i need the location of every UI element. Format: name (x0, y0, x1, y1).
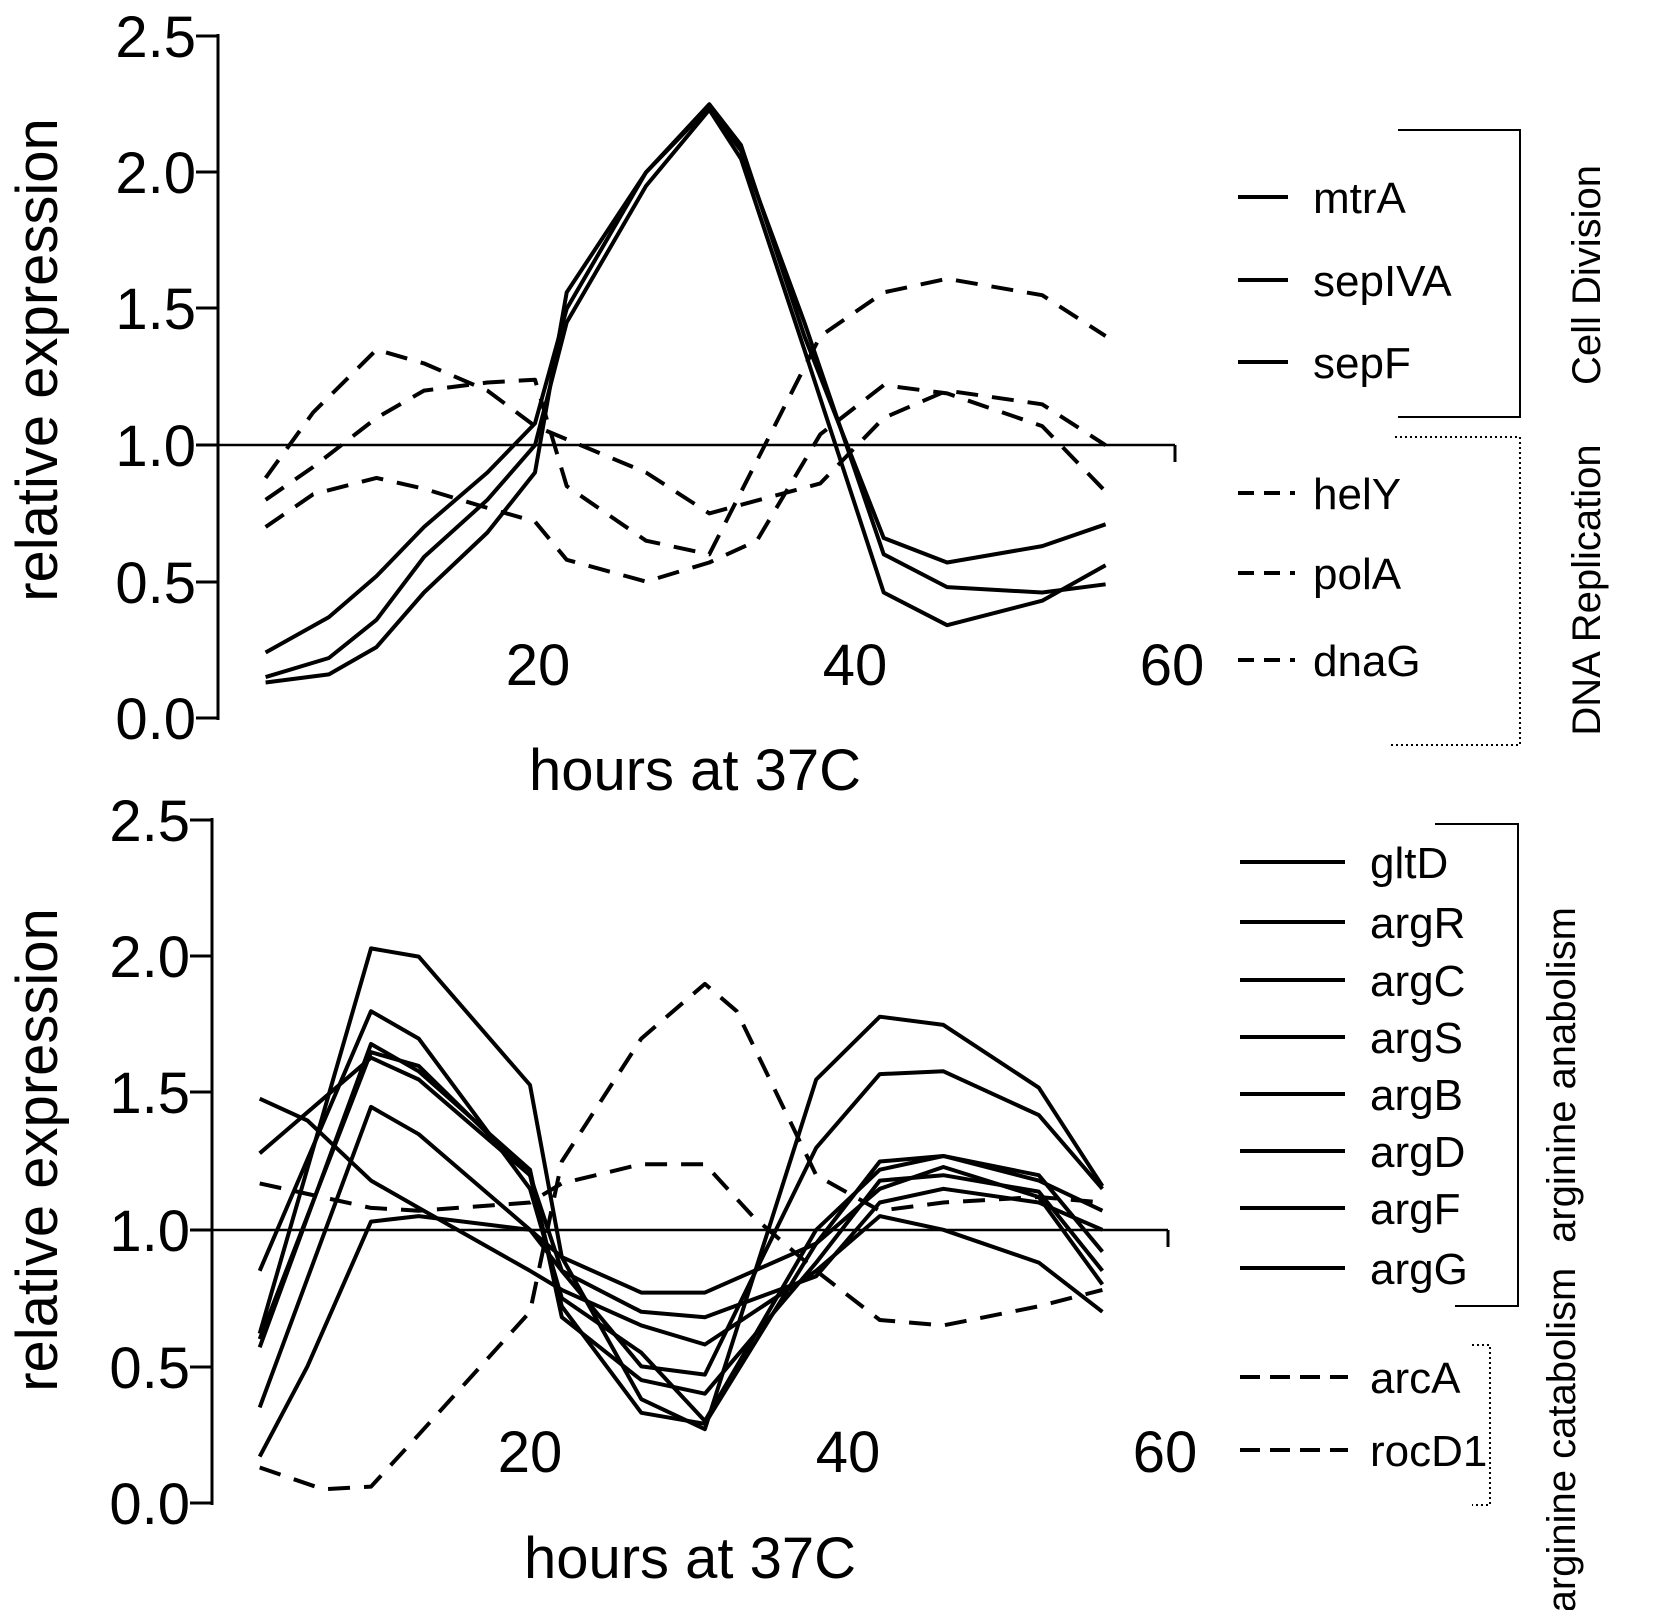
x-tick-label: 20 (498, 1420, 563, 1485)
x-axis-title: hours at 37C (524, 1526, 856, 1591)
legend-label-mtrA: mtrA (1313, 174, 1407, 223)
series-line-argR (257, 946, 1105, 1432)
group-label-cell-division: Cell Division (1565, 165, 1609, 385)
legend-label-argB: argB (1370, 1071, 1463, 1120)
x-tick-label: 20 (506, 633, 571, 698)
legend-label-gltD: gltD (1370, 839, 1448, 888)
group-bracket-dna-replication (1390, 436, 1521, 746)
legend-label-rocD1: rocD1 (1370, 1427, 1487, 1476)
legend-label-argR: argR (1370, 899, 1465, 948)
legend-label-argF: argF (1370, 1185, 1460, 1234)
group-bracket-arginine-anabolism (1435, 823, 1519, 1307)
legend-label-helY: helY (1313, 470, 1401, 519)
series-line-argD (257, 1104, 1104, 1409)
group-label-dna-replication: DNA Replication (1565, 444, 1609, 735)
series-line-polA (264, 276, 1107, 557)
legend-label-polA: polA (1313, 550, 1402, 599)
y-tick-label: 1.5 (115, 277, 196, 342)
series-line-argS (257, 1042, 1104, 1396)
series-line-argB (258, 1055, 1104, 1377)
series-line-mtrA (264, 102, 1107, 655)
series-line-argF (257, 1186, 1104, 1458)
y-tick-label: 1.5 (109, 1061, 190, 1126)
group-bracket-cell-division (1398, 129, 1521, 418)
y-tick-label: 1.0 (115, 414, 196, 479)
series-line-arcA (259, 1162, 1103, 1328)
series-group (257, 946, 1105, 1492)
top-panel: 2.5 2.0 1.5 1.0 0.5 0.0 20 40 60 hours a… (5, 5, 1609, 803)
legend-label-dnaG: dnaG (1313, 637, 1421, 686)
y-tick-label: 0.0 (109, 1472, 190, 1537)
series-line-argC (257, 1050, 1105, 1426)
series-line-gltD (257, 1009, 1104, 1423)
y-axis-title: relative expression (5, 908, 70, 1392)
series-line-dnaG (264, 383, 1108, 584)
x-tick-label: 40 (816, 1420, 881, 1485)
series-line-rocD1 (259, 981, 1103, 1492)
legend-label-argG: argG (1370, 1245, 1468, 1294)
y-tick-label: 2.0 (109, 925, 190, 990)
series-line-helY (263, 347, 1107, 516)
series-line-sepF (265, 104, 1106, 685)
x-tick-label: 60 (1133, 1420, 1198, 1485)
legend-label-argS: argS (1370, 1014, 1463, 1063)
x-axis-title: hours at 37C (529, 738, 861, 803)
bottom-panel: 2.5 2.0 1.5 1.0 0.5 0.0 20 40 60 hours a… (5, 789, 1584, 1610)
y-tick-label: 2.5 (115, 5, 196, 70)
legend-label-argC: argC (1370, 957, 1465, 1006)
group-label-arginine-catabolism: arginine catabolism (1540, 1268, 1584, 1610)
x-tick-label: 60 (1140, 633, 1205, 698)
y-tick-label: 0.5 (109, 1336, 190, 1401)
group-bracket-arginine-catabolism (1472, 1344, 1491, 1506)
legend-label-sepF: sepF (1313, 339, 1411, 388)
y-axis-title: relative expression (5, 118, 70, 602)
y-tick-label: 1.0 (109, 1199, 190, 1264)
x-tick-label: 40 (823, 633, 888, 698)
series-line-argG (258, 1096, 1104, 1347)
y-tick-label: 2.0 (115, 141, 196, 206)
legend-label-arcA: arcA (1370, 1354, 1461, 1403)
legend-label-argD: argD (1370, 1128, 1465, 1177)
y-tick-label: 0.0 (115, 687, 196, 752)
y-tick-label: 2.5 (109, 789, 190, 854)
legend-label-sepIVA: sepIVA (1313, 257, 1452, 306)
group-label-arginine-anabolism: arginine anabolism (1540, 907, 1584, 1243)
series-group (263, 102, 1108, 685)
y-tick-label: 0.5 (115, 551, 196, 616)
series-line-sepIVA (265, 107, 1107, 680)
